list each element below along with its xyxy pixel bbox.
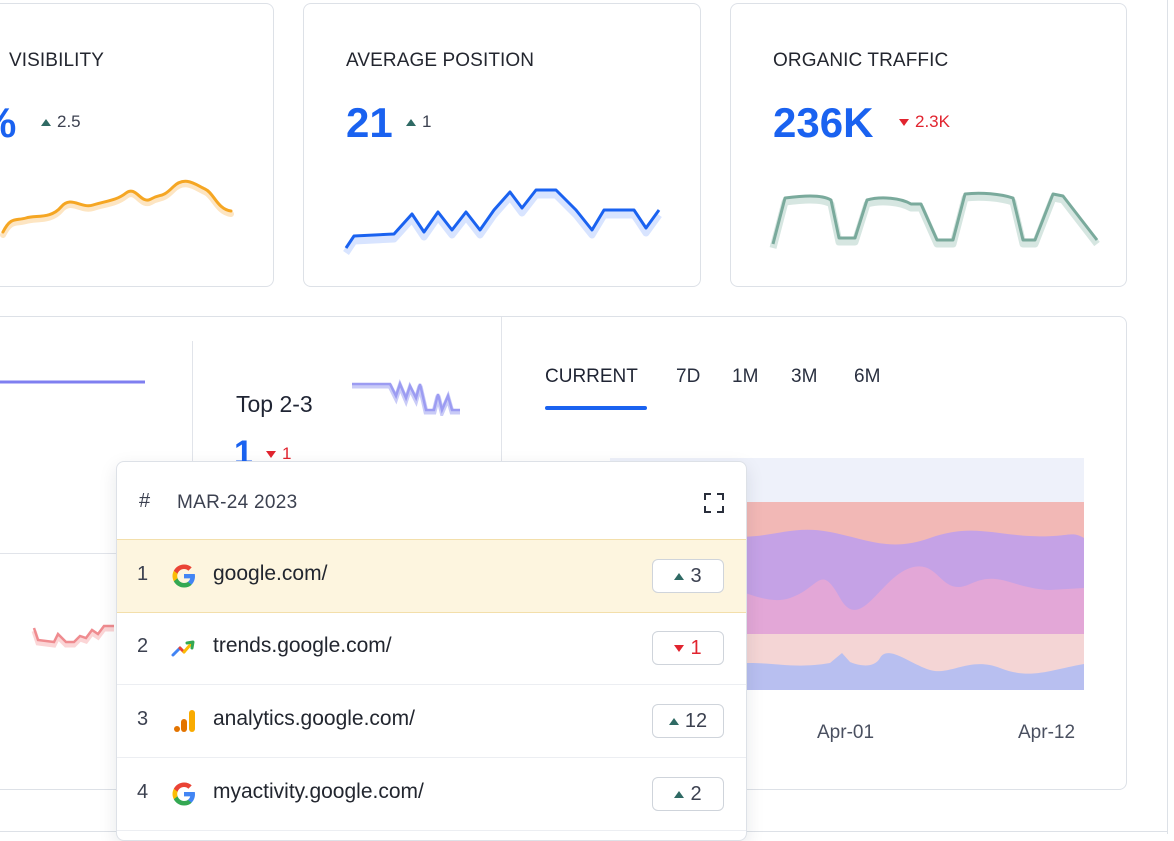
visibility-value: % <box>0 102 16 144</box>
organic-traffic-title: ORGANIC TRAFFIC <box>773 50 949 71</box>
row-url: analytics.google.com/ <box>213 707 415 730</box>
panel-divider <box>192 341 193 561</box>
tab-7d[interactable]: 7D <box>676 366 701 387</box>
organic-traffic-value: 236K <box>773 99 874 146</box>
organic-traffic-delta: 2.3K <box>899 112 950 132</box>
arrow-up-icon <box>668 717 679 725</box>
average-position-card: AVERAGE POSITION 21 1 <box>303 3 701 287</box>
rank-change-badge: 2 <box>652 777 724 811</box>
ranking-popup: # MAR-24 2023 1 google.com/ 3 2 trends.g… <box>116 461 747 841</box>
top-2-3-sparkline <box>352 378 460 416</box>
rank-change-value: 12 <box>684 709 708 732</box>
tab-active-indicator <box>545 406 647 410</box>
analytics-icon <box>174 710 195 732</box>
frame-divider <box>1167 0 1168 834</box>
arrow-up-icon <box>674 790 685 798</box>
average-position-delta-value: 1 <box>422 112 432 131</box>
google-icon <box>172 782 195 806</box>
organic-traffic-delta-value: 2.3K <box>915 112 950 131</box>
x-tick-label: Apr-12 <box>1018 722 1076 743</box>
average-position-value: 21 <box>346 99 393 146</box>
organic-traffic-sparkline <box>769 191 1100 249</box>
top-4-sparkline <box>31 624 114 648</box>
rank-change-badge: 12 <box>652 704 724 738</box>
expand-icon[interactable] <box>703 492 725 514</box>
google-icon <box>172 564 195 588</box>
arrow-down-icon <box>266 450 276 458</box>
tab-current[interactable]: CURRENT <box>545 366 638 387</box>
arrow-down-icon <box>674 644 685 652</box>
visibility-delta: 2.5 <box>41 112 81 132</box>
average-position-delta: 1 <box>406 112 431 132</box>
ranking-row[interactable]: 4 myactivity.google.com/ 2 <box>117 758 746 831</box>
top-2-3-label: Top 2-3 <box>236 391 313 417</box>
rank-change-value: 3 <box>690 564 702 587</box>
rank-change-badge: 3 <box>652 559 724 593</box>
average-position-title: AVERAGE POSITION <box>346 50 535 71</box>
rank-change-value: 1 <box>690 636 702 659</box>
organic-traffic-card: ORGANIC TRAFFIC 236K 2.3K <box>730 3 1127 287</box>
ranking-row[interactable]: 1 google.com/ 3 <box>117 539 746 613</box>
visibility-delta-value: 2.5 <box>57 112 81 131</box>
average-position-sparkline <box>343 188 662 255</box>
top-2-3-delta-value: 1 <box>282 444 292 463</box>
ranking-row[interactable]: 2 trends.google.com/ 1 <box>117 612 746 685</box>
tab-6m[interactable]: 6M <box>854 366 881 387</box>
arrow-up-icon <box>406 118 416 126</box>
visibility-title: VISIBILITY <box>9 50 104 71</box>
x-tick-label: Apr-01 <box>817 722 875 743</box>
rank-change-badge: 1 <box>652 631 724 665</box>
row-rank: 1 <box>137 563 149 585</box>
row-rank: 2 <box>137 635 149 657</box>
row-rank: 3 <box>137 708 149 730</box>
arrow-down-icon <box>899 118 909 126</box>
row-url: myactivity.google.com/ <box>213 780 424 803</box>
rank-change-value: 2 <box>690 782 702 805</box>
visibility-card: VISIBILITY % 2.5 <box>0 3 274 287</box>
ranking-row[interactable]: 3 analytics.google.com/ 12 <box>117 685 746 758</box>
top-2-3-delta: 1 <box>266 444 291 464</box>
top-1-sparkline <box>0 380 145 384</box>
row-rank: 4 <box>137 781 149 803</box>
arrow-up-icon <box>41 118 51 126</box>
tab-1m[interactable]: 1M <box>732 366 759 387</box>
visibility-sparkline <box>0 179 234 238</box>
hash-icon: # <box>139 490 151 512</box>
arrow-up-icon <box>674 572 685 580</box>
trends-icon <box>171 640 195 657</box>
row-url: trends.google.com/ <box>213 634 392 657</box>
tab-3m[interactable]: 3M <box>791 366 818 387</box>
row-url: google.com/ <box>213 562 328 585</box>
popup-header: # MAR-24 2023 <box>117 462 746 541</box>
popup-date: MAR-24 2023 <box>177 492 298 513</box>
